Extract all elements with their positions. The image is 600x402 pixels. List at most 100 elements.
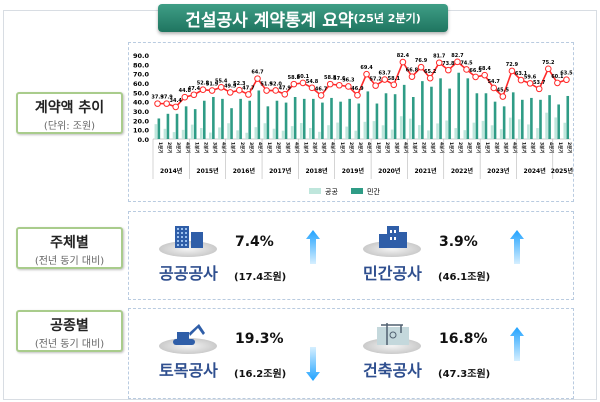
year-label: 2025년: [551, 167, 573, 175]
year-label: 2022년: [451, 167, 474, 175]
bar-private: [484, 93, 488, 139]
bar-public: [490, 125, 494, 139]
total-point: [490, 84, 498, 92]
change-percent: 16.8%: [439, 331, 488, 347]
y-tick-label: 10.0: [133, 127, 150, 135]
total-data-label: 52.8: [197, 81, 210, 87]
total-point: [481, 71, 488, 79]
total-point: [354, 91, 361, 99]
quarter-label: 4분기: [330, 142, 337, 153]
bar-public: [372, 121, 376, 139]
total-data-label: 47.4: [188, 86, 201, 92]
quarter-label: 4분기: [548, 142, 555, 153]
quarter-label: 3분기: [321, 142, 328, 153]
total-point: [345, 83, 352, 90]
quarter-label: 2분기: [421, 142, 428, 153]
total-data-label: 37.9: [160, 95, 173, 101]
stat-item: 공공공사 7.4% (17.4조원): [129, 212, 329, 297]
bar-private: [175, 113, 179, 139]
total-data-label: 52.3: [233, 81, 246, 87]
year-label: 2016년: [233, 167, 256, 175]
total-point: [254, 75, 261, 82]
total-point: [535, 85, 543, 93]
quarter-label: 3분기: [539, 142, 546, 153]
total-point: [226, 89, 234, 96]
bar-public: [390, 129, 394, 139]
entity-panel: 공공공사 7.4% (17.4조원) 민간공사 3.9% (46.1조원): [128, 211, 574, 300]
quarter-label: 2분기: [384, 142, 391, 153]
section-sub: (단위: 조원): [43, 121, 96, 132]
total-data-label: 57.2: [369, 77, 382, 83]
total-data-label: 49.9: [224, 83, 237, 89]
total-data-label: 63.1: [515, 71, 528, 77]
total-point: [435, 59, 443, 67]
quarter-label: 2분기: [493, 142, 500, 153]
total-point: [290, 80, 298, 88]
bar-private: [330, 97, 333, 139]
bar-public: [363, 121, 367, 139]
quarter-label: 3분기: [212, 142, 219, 153]
bar-public: [236, 130, 239, 139]
bar-public: [354, 130, 358, 139]
bar-private: [493, 101, 497, 139]
bar-private: [421, 81, 424, 139]
total-point: [454, 58, 461, 66]
total-point: [399, 58, 407, 66]
year-label: 2015년: [196, 167, 219, 175]
city-buildings-icon: [373, 224, 413, 254]
quarter-label: 2분기: [530, 142, 537, 153]
bar-public: [218, 127, 221, 139]
total-data-label: 34.4: [170, 98, 183, 104]
total-point: [381, 76, 389, 83]
stat-item: 토목공사 19.3% (16.2조원): [129, 309, 329, 394]
quarter-label: 1분기: [339, 142, 346, 153]
bar-public: [309, 127, 312, 139]
bar-private: [530, 97, 533, 139]
quarter-label: 1분기: [448, 142, 455, 153]
bar-public: [554, 117, 557, 139]
quarter-label: 3분기: [393, 142, 400, 153]
bar-public: [499, 129, 503, 139]
total-point: [390, 81, 398, 89]
year-label: 2020년: [378, 167, 401, 175]
quarter-label: 4분기: [511, 142, 518, 153]
total-point: [426, 74, 434, 82]
total-data-label: 54.8: [306, 79, 319, 85]
section-title: 주체별: [50, 235, 89, 251]
total-point: [154, 100, 161, 107]
bar-private: [221, 98, 224, 139]
y-tick-label: 60.0: [133, 80, 150, 88]
section-title: 공종별: [50, 318, 89, 334]
excavator-icon: [169, 321, 209, 351]
amount: (17.4조원): [234, 272, 287, 283]
bar-private: [212, 97, 215, 139]
total-data-label: 46.9: [351, 86, 364, 92]
quarter-label: 3분기: [248, 142, 255, 153]
year-label: 2023년: [487, 167, 510, 175]
bar-public: [154, 124, 158, 139]
bar-public: [481, 120, 485, 139]
total-point: [563, 76, 570, 84]
bar-private: [539, 99, 542, 139]
bar-public: [327, 125, 330, 139]
bar-public: [172, 132, 176, 139]
bar-private: [357, 103, 361, 139]
year-label: 2014년: [160, 167, 183, 175]
amount: (47.3조원): [438, 369, 491, 380]
total-data-label: 59.6: [524, 74, 537, 80]
bar-private: [430, 86, 433, 139]
quarter-label: 2분기: [275, 142, 282, 153]
quarter-label: 1분기: [557, 142, 564, 153]
quarter-label: 4분기: [439, 142, 446, 153]
year-label: 2024년: [524, 167, 547, 175]
item-name: 토목공사: [159, 361, 218, 380]
bar-private: [230, 108, 233, 139]
item-name: 공공공사: [159, 264, 218, 283]
bar-public: [281, 130, 285, 139]
bar-public: [508, 117, 512, 139]
total-point: [408, 73, 416, 80]
total-data-label: 56.3: [342, 77, 355, 83]
bar-public: [418, 125, 421, 139]
total-data-label: 47.9: [279, 85, 292, 91]
bar-private: [166, 113, 170, 139]
